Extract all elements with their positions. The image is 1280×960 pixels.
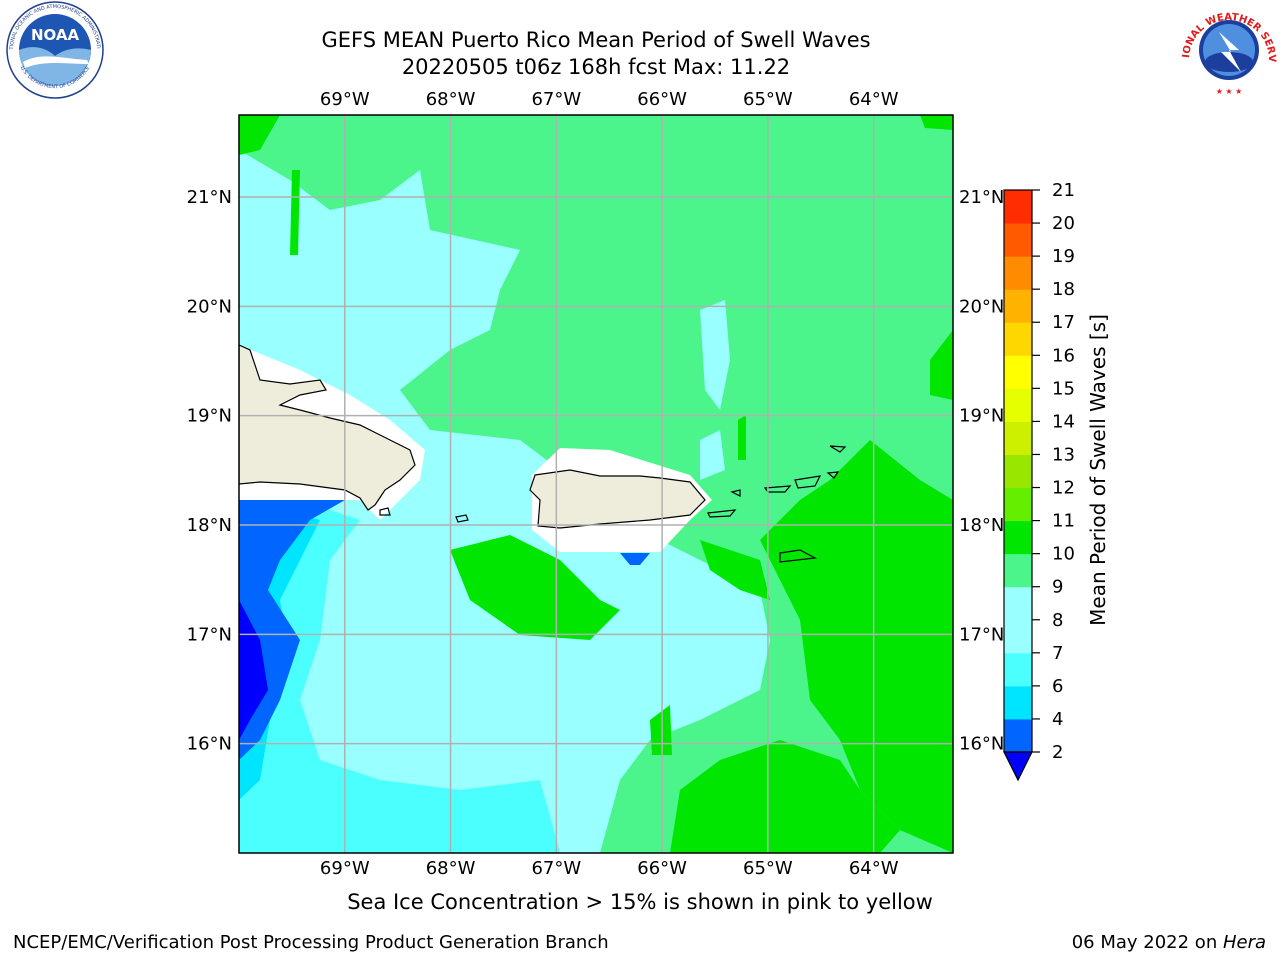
colorbar-bin <box>1004 322 1032 356</box>
colorbar-tick-label: 2 <box>1052 742 1063 763</box>
colorbar-tick-label: 7 <box>1052 643 1063 664</box>
colorbar-bin <box>1004 553 1032 588</box>
lon-label-bottom: 67°W <box>531 858 581 879</box>
footer-host: Hera <box>1222 932 1266 953</box>
chart-title: GEFS MEAN Puerto Rico Mean Period of Swe… <box>321 28 871 52</box>
colorbar-bin <box>1004 223 1032 257</box>
colorbar-tick-label: 6 <box>1052 676 1063 697</box>
colorbar-tick-label: 13 <box>1052 444 1075 465</box>
colorbar-tick-label: 4 <box>1052 709 1063 730</box>
colorbar-label: Mean Period of Swell Waves [s] <box>1086 314 1110 626</box>
colorbar-tick-label: 11 <box>1052 511 1075 532</box>
colorbar-bin <box>1004 421 1032 455</box>
lon-label-bottom: 65°W <box>743 858 793 879</box>
colorbar-bin <box>1004 520 1032 555</box>
colorbar-bin <box>1004 652 1032 687</box>
lat-labels-right: 21°N 20°N 19°N 18°N 17°N 16°N <box>959 187 1004 755</box>
lat-label-left: 18°N <box>187 515 232 536</box>
colorbar-tick-label: 20 <box>1052 213 1075 234</box>
colorbar: 2 4 6 7 8 9 10 11 12 13 14 15 16 17 18 19 20 21 <box>1003 180 1075 782</box>
colorbar-tick-label: 16 <box>1052 345 1075 366</box>
colorbar-tick-label: 14 <box>1052 411 1075 432</box>
colorbar-bin <box>1004 256 1032 290</box>
colorbar-tick-label: 12 <box>1052 478 1075 499</box>
lat-label-right: 17°N <box>959 624 1004 645</box>
colorbar-bin <box>1004 619 1032 654</box>
colorbar-bin <box>1004 289 1032 323</box>
colorbar-bin <box>1004 685 1032 720</box>
colorbar-tick-label: 19 <box>1052 246 1075 267</box>
colorbar-frame <box>1003 189 1033 753</box>
lon-label-bottom: 66°W <box>637 858 687 879</box>
lat-label-left: 19°N <box>187 406 232 427</box>
colorbar-tick-label: 15 <box>1052 378 1075 399</box>
map-frame <box>238 114 954 854</box>
map-fill-layer <box>239 115 953 853</box>
lon-label-bottom: 68°W <box>426 858 476 879</box>
lon-label-bottom: 64°W <box>849 858 899 879</box>
lat-label-left: 17°N <box>187 624 232 645</box>
sea-ice-note: Sea Ice Concentration > 15% is shown in … <box>347 890 933 914</box>
colorbar-bin <box>1004 586 1032 621</box>
lon-label-bottom: 69°W <box>320 858 370 879</box>
lat-label-right: 16°N <box>959 734 1004 755</box>
svg-text:★ ★ ★: ★ ★ ★ <box>1216 87 1243 96</box>
colorbar-tick-label: 21 <box>1052 180 1075 201</box>
lon-label-top: 64°W <box>849 89 899 110</box>
lon-labels-top: 69°W 68°W 67°W 66°W 65°W 64°W <box>320 89 899 110</box>
colorbar-bin <box>1004 454 1032 489</box>
chart-subtitle: 20220505 t06z 168h fcst Max: 11.22 <box>401 55 791 79</box>
footer-date: 06 May 2022 on Hera <box>1072 932 1266 953</box>
footer-date-text: 06 May 2022 on <box>1071 932 1223 953</box>
lat-labels-left: 21°N 20°N 19°N 18°N 17°N 16°N <box>187 187 232 755</box>
lon-label-top: 67°W <box>531 89 581 110</box>
colorbar-bin <box>1004 190 1032 224</box>
colorbar-bin <box>1004 355 1032 389</box>
lat-label-right: 20°N <box>959 296 1004 317</box>
lon-label-top: 65°W <box>743 89 793 110</box>
colorbar-bin <box>1004 718 1032 753</box>
lat-label-left: 16°N <box>187 734 232 755</box>
colorbar-tick-label: 17 <box>1052 312 1075 333</box>
lat-label-right: 21°N <box>959 187 1004 208</box>
colorbar-bin <box>1004 487 1032 522</box>
lon-label-top: 69°W <box>320 89 370 110</box>
noaa-logo-text: NOAA <box>31 26 80 44</box>
nws-logo: NATIONAL WEATHER SERVICE ★ ★ ★ <box>1177 0 1277 96</box>
colorbar-tick-label: 18 <box>1052 279 1075 300</box>
lon-label-top: 66°W <box>637 89 687 110</box>
colorbar-tick-label: 9 <box>1052 577 1063 598</box>
colorbar-bin <box>1004 388 1032 422</box>
graticule <box>239 115 953 853</box>
lat-label-right: 18°N <box>959 515 1004 536</box>
lon-label-top: 68°W <box>426 89 476 110</box>
footer-credit: NCEP/EMC/Verification Post Processing Pr… <box>13 932 609 953</box>
noaa-logo: NOAA NATIONAL OCEANIC AND ATMOSPHERIC AD… <box>3 0 104 99</box>
lat-label-left: 21°N <box>187 187 232 208</box>
lat-label-left: 20°N <box>187 296 232 317</box>
colorbar-extend-arrow <box>1003 751 1033 782</box>
lon-labels-bottom: 69°W 68°W 67°W 66°W 65°W 64°W <box>320 858 899 879</box>
colorbar-tick-label: 8 <box>1052 610 1063 631</box>
lat-label-right: 19°N <box>959 406 1004 427</box>
colorbar-tick-label: 10 <box>1052 544 1075 565</box>
